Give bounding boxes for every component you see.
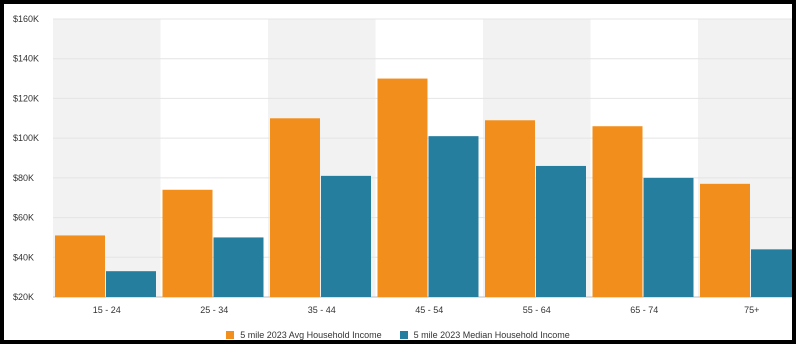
bar-avg-income: [592, 126, 643, 297]
chart-panel: $20K $40K $60K $80K $100K $120K $140K $160K 15 -…: [4, 4, 792, 340]
y-tick-label: $20K: [13, 292, 34, 302]
bar-avg-income: [162, 189, 213, 297]
bar-avg-income: [485, 120, 535, 298]
y-tick-label: $60K: [13, 213, 34, 223]
y-tick-label: $140K: [13, 54, 39, 64]
x-tick-label: 25 - 34: [200, 305, 228, 315]
legend-item-median[interactable]: 5 mile 2023 Median Household Income: [399, 330, 570, 340]
bar-avg-income: [377, 78, 428, 297]
legend-label-avg: 5 mile 2023 Avg Household Income: [240, 330, 382, 340]
legend-item-avg[interactable]: 5 mile 2023 Avg Household Income: [226, 330, 382, 340]
bar-median-income: [751, 249, 792, 297]
legend-swatch-avg: [226, 331, 235, 339]
chart-legend: 5 mile 2023 Avg Household Income 5 mile …: [4, 328, 792, 340]
bar-median-income: [536, 165, 586, 297]
x-tick-label: 35 - 44: [308, 305, 336, 315]
x-tick-label: 55 - 64: [523, 305, 551, 315]
x-tick-label: 45 - 54: [415, 305, 443, 315]
y-tick-label: $160K: [13, 14, 39, 24]
bar-median-income: [321, 175, 371, 297]
x-tick-label: 75+: [744, 305, 759, 315]
bar-median-income: [106, 271, 156, 297]
x-tick-label: 65 - 74: [630, 305, 658, 315]
legend-label-median: 5 mile 2023 Median Household Income: [413, 330, 570, 340]
bar-avg-income: [270, 118, 320, 298]
income-by-age-chart: $20K $40K $60K $80K $100K $120K $140K $160K 15 -…: [13, 14, 792, 315]
x-tick-label: 15 - 24: [93, 305, 121, 315]
y-tick-label: $40K: [13, 252, 34, 262]
y-tick-label: $80K: [13, 173, 34, 183]
y-tick-label: $100K: [13, 133, 39, 143]
bar-avg-income: [55, 235, 105, 297]
legend-swatch-median: [399, 331, 408, 339]
bar-median-income: [643, 177, 694, 297]
y-tick-label: $120K: [13, 93, 39, 103]
bar-median-income: [213, 237, 264, 297]
bar-avg-income: [700, 183, 750, 297]
bar-median-income: [428, 136, 479, 297]
